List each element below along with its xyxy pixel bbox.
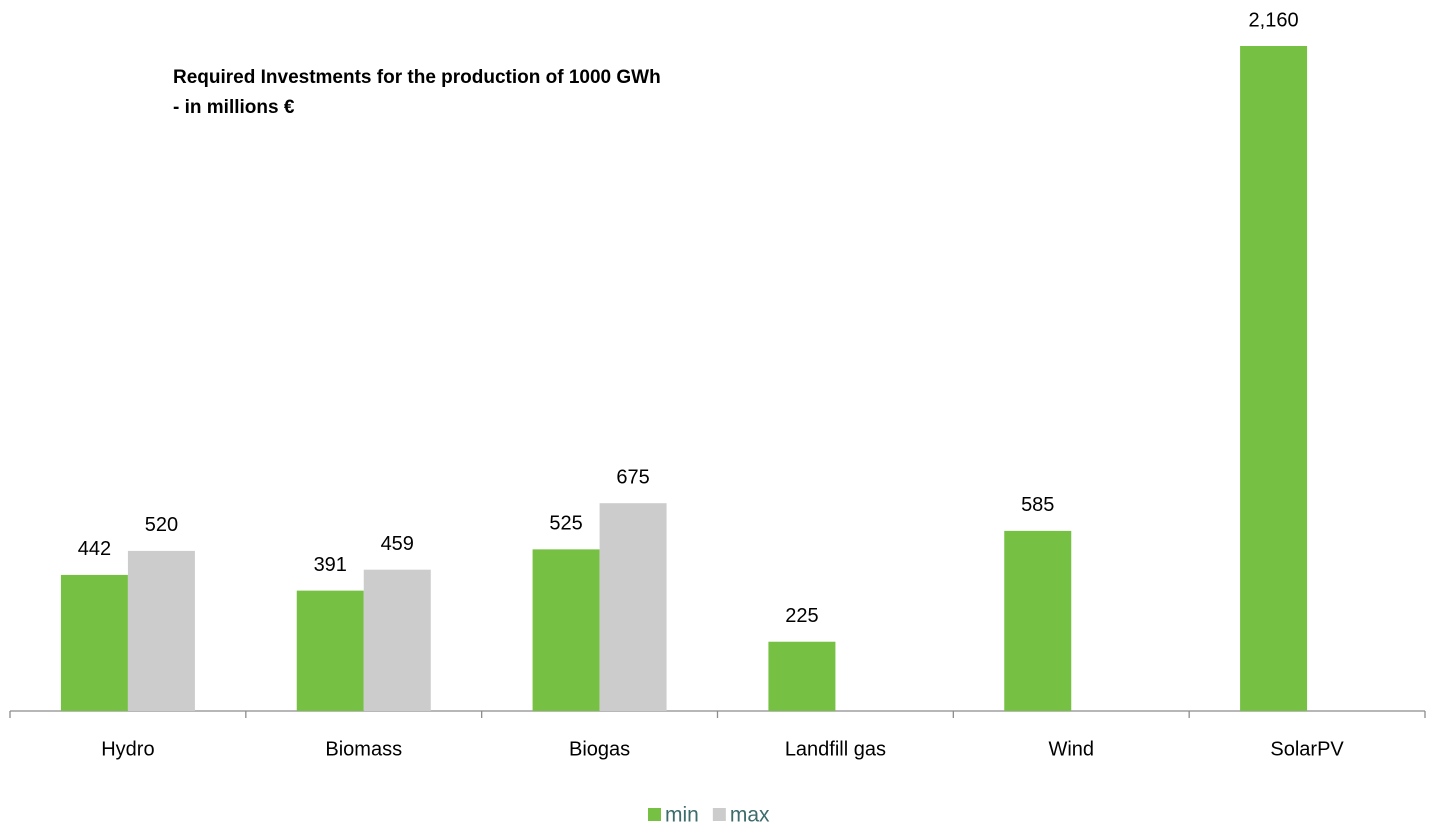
x-tick-label: Biogas — [569, 738, 630, 760]
data-label: 391 — [314, 554, 347, 576]
legend-label: max — [730, 804, 770, 827]
legend-swatch — [712, 808, 726, 821]
data-label: 2,160 — [1249, 9, 1299, 31]
data-label: 520 — [145, 514, 178, 536]
bar — [768, 641, 836, 711]
bar — [296, 590, 364, 711]
bar — [60, 574, 128, 711]
x-tick-label: Landfill gas — [785, 738, 886, 760]
data-label: 525 — [549, 513, 582, 535]
bar — [363, 569, 431, 711]
data-label: 225 — [785, 605, 818, 627]
x-tick-label: Hydro — [101, 738, 154, 760]
x-tick-label: SolarPV — [1270, 738, 1344, 760]
x-tick-label: Wind — [1048, 738, 1094, 760]
bar — [127, 550, 195, 711]
x-tick-label: Biomass — [325, 738, 402, 760]
chart-subtitle: - in millions € — [173, 97, 295, 118]
legend-label: min — [665, 804, 699, 827]
chart-title: Required Investments for the production … — [173, 67, 661, 88]
data-label: 585 — [1021, 494, 1054, 516]
legend-swatch — [648, 808, 661, 821]
data-label: 675 — [616, 466, 649, 488]
data-label: 442 — [78, 538, 111, 560]
bar — [532, 549, 600, 711]
bar — [1240, 46, 1308, 711]
bar — [599, 503, 667, 711]
bar — [1004, 530, 1072, 711]
data-label: 459 — [381, 533, 414, 555]
